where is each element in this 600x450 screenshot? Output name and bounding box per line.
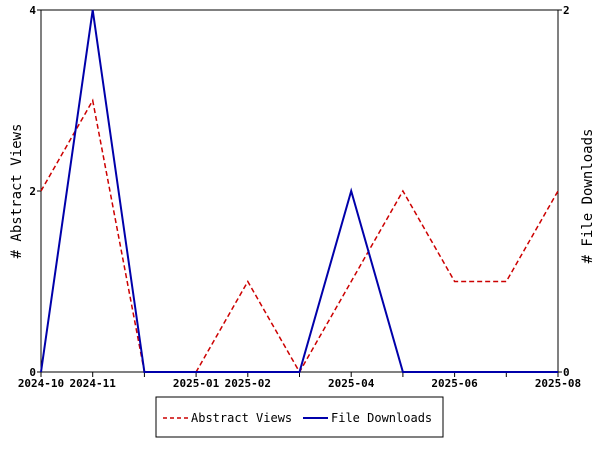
y-left-tick-label-4: 4 xyxy=(29,4,36,17)
x-tick-label-2025-04: 2025-04 xyxy=(328,377,375,390)
x-tick-labels: 2024-10 2024-11 2025-01 2025-02 2025-04 2025-… xyxy=(18,377,581,390)
legend-file-downloads-label: File Downloads xyxy=(331,411,432,425)
legend-abstract-views-label: Abstract Views xyxy=(191,411,292,425)
y-left-tick-label-0: 0 xyxy=(29,366,36,379)
x-tick-label-2024-10: 2024-10 xyxy=(18,377,64,390)
y-right-tick-label-0: 0 xyxy=(563,366,570,379)
x-tick-label-2025-06: 2025-06 xyxy=(431,377,478,390)
y-left-tick-label-2: 2 xyxy=(29,185,36,198)
series-line-file-downloads xyxy=(40,9,558,373)
x-tick-label-2024-11: 2024-11 xyxy=(70,377,117,390)
y-axis-right-title: # File Downloads xyxy=(580,129,596,264)
x-tick-label-2025-02: 2025-02 xyxy=(225,377,271,390)
plot-area xyxy=(40,9,559,373)
x-tick-label-2025-01: 2025-01 xyxy=(173,377,220,390)
legend: Abstract Views File Downloads xyxy=(155,396,444,438)
y-tick-labels: 0 2 4 0 2 xyxy=(29,4,569,379)
x-tick-label-2025-08: 2025-08 xyxy=(535,377,581,390)
y-right-tick-label-2: 2 xyxy=(563,4,570,17)
legend-box xyxy=(155,396,444,438)
series-lines xyxy=(40,9,559,374)
y-axis-left-title: # Abstract Views xyxy=(9,124,25,259)
